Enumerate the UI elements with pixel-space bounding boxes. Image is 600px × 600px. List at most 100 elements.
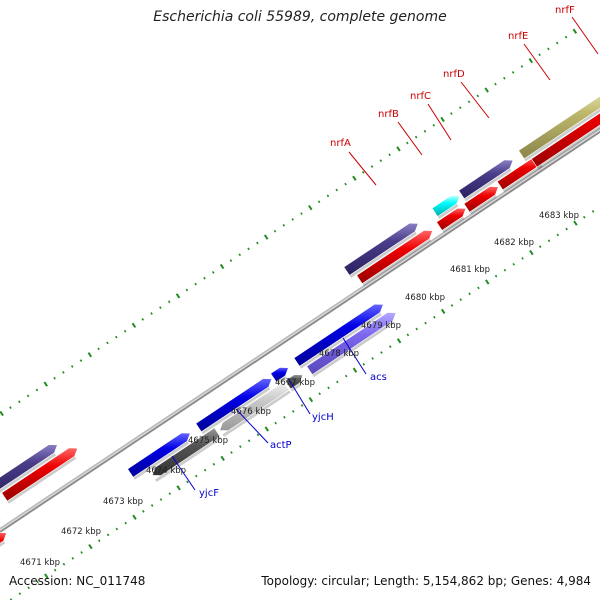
gene-blue-3-shadow: [299, 312, 382, 369]
gene-label-actP: actP: [270, 440, 292, 451]
minor-tick: [230, 451, 233, 454]
gene-label-nrfB: nrfB: [378, 109, 399, 120]
minor-tick: [106, 533, 110, 537]
minor-tick: [150, 312, 153, 315]
gene-purple-left-shadow: [0, 452, 57, 493]
gene-red-nrfC-shadow: [469, 194, 497, 215]
label-leader-line: [235, 408, 269, 444]
major-tick: [572, 28, 578, 34]
backbone-line: [0, 130, 600, 534]
gene-nrfD-block: [458, 159, 514, 200]
label-leader-line: [427, 103, 452, 141]
gene-blue-1: [127, 432, 191, 478]
minor-tick: [494, 274, 498, 278]
minor-tick: [53, 568, 57, 572]
gene-red-nrfD-shadow: [502, 164, 543, 193]
tick-label: 4680 kbp: [405, 293, 445, 303]
tick-label: 4683 kbp: [539, 211, 579, 221]
major-tick: [131, 322, 137, 328]
minor-tick: [123, 329, 127, 333]
minor-tick: [503, 268, 507, 272]
gene-red-fragment: [0, 532, 8, 544]
gene-nrfE-block-shadow: [524, 108, 600, 162]
minor-tick: [229, 259, 233, 262]
minor-tick: [106, 341, 109, 345]
major-tick: [485, 279, 490, 285]
major-tick: [440, 116, 445, 123]
gene-red-fragment-shadow: [0, 540, 6, 547]
major-tick: [44, 573, 49, 579]
minor-tick: [468, 292, 471, 296]
gene-label-nrfE: nrfE: [508, 31, 528, 42]
minor-tick: [318, 392, 321, 396]
label-leader-line: [287, 377, 311, 415]
gene-nrfA-block-shadow: [349, 231, 417, 278]
major-tick: [573, 220, 578, 226]
minor-tick: [97, 347, 100, 351]
label-leader-line: [171, 455, 196, 491]
accession-text: Accession: NC_011748: [9, 574, 146, 588]
minor-tick: [291, 409, 295, 413]
minor-tick: [142, 509, 145, 513]
minor-tick: [300, 212, 303, 215]
minor-tick: [159, 498, 163, 501]
minor-tick: [326, 194, 330, 198]
gene-red-nrfB-shadow: [442, 216, 465, 233]
minor-tick: [415, 327, 418, 331]
minor-tick: [423, 129, 427, 133]
minor-tick: [388, 153, 391, 157]
major-tick: [264, 426, 270, 432]
gene-blue-small-shadow: [276, 375, 288, 385]
gene-red-nrfA: [356, 230, 434, 285]
minor-tick: [115, 335, 118, 339]
gene-label-nrfD: nrfD: [443, 69, 465, 80]
gene-red-left-shadow: [7, 456, 77, 504]
tick-label: 4674 kbp: [146, 466, 186, 476]
minor-tick: [9, 406, 12, 409]
minor-tick: [591, 210, 595, 213]
major-tick: [528, 57, 533, 64]
minor-tick: [247, 439, 251, 443]
minor-tick: [414, 135, 418, 139]
minor-tick: [406, 333, 410, 337]
minor-tick: [467, 100, 471, 104]
genome-backbone: [0, 127, 600, 534]
major-tick: [175, 293, 181, 299]
major-tick: [219, 263, 225, 270]
gene-label-acs: acs: [370, 372, 387, 383]
gene-blue-1-shadow: [133, 441, 189, 480]
diagonal-map: [0, 28, 600, 600]
gene-red-nrfE: [530, 112, 600, 168]
minor-tick: [300, 404, 304, 407]
gene-red-left: [1, 447, 79, 502]
minor-tick: [274, 421, 277, 425]
tick-label: 4677 kbp: [275, 378, 315, 388]
major-tick: [308, 396, 314, 403]
backbone-line: [0, 127, 600, 531]
minor-tick: [194, 474, 198, 478]
minor-tick: [371, 357, 374, 360]
gene-acs-shadow: [312, 320, 395, 378]
label-leader-line: [460, 81, 490, 119]
major-tick: [529, 249, 534, 256]
minor-tick: [344, 374, 348, 378]
minor-tick: [380, 351, 383, 354]
minor-tick: [273, 229, 277, 233]
gene-grey-dark-shadow: [155, 436, 222, 482]
gene-label-yjcH: yjcH: [312, 412, 334, 423]
minor-tick: [26, 394, 30, 398]
minor-tick: [450, 304, 454, 307]
major-tick: [263, 234, 269, 240]
minor-tick: [317, 200, 321, 204]
minor-tick: [80, 551, 83, 554]
minor-tick: [327, 386, 330, 390]
minor-tick: [450, 112, 453, 115]
tick-label: 4676 kbp: [231, 407, 271, 417]
map-title: Escherichia coli 55989, complete genome: [153, 9, 447, 25]
bottom-gene-labels: yjcF actP yjcH acs: [199, 372, 387, 499]
gene-grey-small: [284, 374, 304, 390]
gene-grey-light-shadow: [222, 390, 291, 438]
major-tick: [440, 308, 446, 315]
gene-nrfE-block: [518, 95, 600, 160]
minor-tick: [433, 315, 436, 319]
